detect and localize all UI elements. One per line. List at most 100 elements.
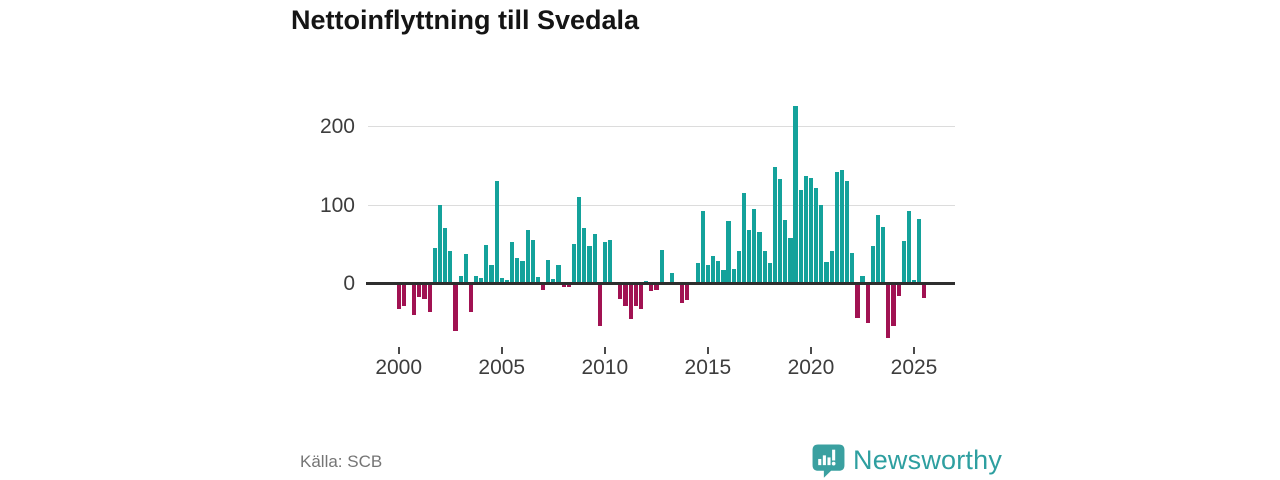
bar-2001Q4[interactable] <box>432 248 437 284</box>
bar-2016Q3[interactable] <box>736 251 741 284</box>
bar-2008Q3[interactable] <box>571 244 577 284</box>
bar-2007Q2[interactable] <box>546 259 551 284</box>
bar-2003Q1[interactable] <box>458 276 463 284</box>
bar-2008Q2[interactable] <box>566 285 571 287</box>
bar-2010Q4[interactable] <box>618 285 623 300</box>
bar-2017Q4[interactable] <box>762 251 767 284</box>
bar-2020Q2[interactable] <box>814 187 819 284</box>
bar-2003Q2[interactable] <box>463 253 468 284</box>
bar-2025Q2[interactable] <box>917 219 922 284</box>
bar-2006Q4[interactable] <box>535 277 541 284</box>
bar-2017Q3[interactable] <box>757 232 762 284</box>
bar-2009Q2[interactable] <box>587 245 592 284</box>
bar-2018Q2[interactable] <box>772 167 778 284</box>
bar-2024Q1[interactable] <box>891 285 896 326</box>
bar-2003Q4[interactable] <box>473 275 479 284</box>
bar-2004Q4[interactable] <box>494 181 499 284</box>
bar-2021Q4[interactable] <box>845 181 850 284</box>
bar-2019Q1[interactable] <box>788 237 793 284</box>
bar-2007Q1[interactable] <box>540 285 546 290</box>
bar-2012Q2[interactable] <box>649 285 654 292</box>
bar-2019Q3[interactable] <box>798 190 803 284</box>
bar-2010Q1[interactable] <box>602 241 607 284</box>
bar-2004Q3[interactable] <box>489 265 494 284</box>
bar-2002Q1[interactable] <box>437 205 443 284</box>
bar-2013Q2[interactable] <box>669 272 674 284</box>
bar-2020Q4[interactable] <box>824 261 829 284</box>
bar-2015Q3[interactable] <box>716 260 721 284</box>
bar-2021Q1[interactable] <box>829 251 834 284</box>
bar-2011Q4[interactable] <box>638 285 644 310</box>
bar-2016Q4[interactable] <box>741 193 747 284</box>
bar-2003Q3[interactable] <box>468 285 474 312</box>
bar-2025Q1[interactable] <box>912 279 917 284</box>
bar-2018Q1[interactable] <box>767 263 772 284</box>
bar-2018Q4[interactable] <box>783 219 788 284</box>
bar-2004Q1[interactable] <box>479 278 484 284</box>
bar-2022Q1[interactable] <box>850 252 855 284</box>
bar-2008Q1[interactable] <box>561 285 566 288</box>
bar-2012Q3[interactable] <box>654 285 659 290</box>
bar-2023Q1[interactable] <box>870 245 875 284</box>
bar-2015Q1[interactable] <box>705 264 711 284</box>
bar-2013Q4[interactable] <box>680 285 685 304</box>
bar-2002Q3[interactable] <box>448 250 453 284</box>
newsworthy-logo[interactable]: Newsworthy <box>811 443 1002 478</box>
bar-2017Q1[interactable] <box>747 230 752 284</box>
bar-2009Q4[interactable] <box>597 285 602 326</box>
bar-2006Q2[interactable] <box>525 230 530 284</box>
bar-2024Q2[interactable] <box>896 285 901 296</box>
bar-2004Q2[interactable] <box>484 245 489 284</box>
bar-2001Q3[interactable] <box>427 285 432 312</box>
bar-2021Q3[interactable] <box>839 169 845 284</box>
bar-2015Q2[interactable] <box>711 256 716 284</box>
bar-2007Q3[interactable] <box>551 278 556 284</box>
bar-2016Q2[interactable] <box>731 269 736 284</box>
bar-2005Q2[interactable] <box>504 280 510 284</box>
bar-2001Q1[interactable] <box>417 285 422 297</box>
bar-2025Q3[interactable] <box>922 285 927 298</box>
bar-2015Q4[interactable] <box>721 270 726 284</box>
bar-2006Q1[interactable] <box>520 260 525 284</box>
bar-2008Q4[interactable] <box>577 197 582 284</box>
bar-2005Q3[interactable] <box>510 241 515 284</box>
bar-2009Q1[interactable] <box>582 227 587 284</box>
bar-2014Q3[interactable] <box>695 263 700 284</box>
bar-2024Q3[interactable] <box>901 241 906 284</box>
bar-2023Q3[interactable] <box>881 226 886 284</box>
bar-2005Q4[interactable] <box>515 258 520 284</box>
bar-2024Q4[interactable] <box>906 211 912 284</box>
bar-2011Q3[interactable] <box>633 285 638 307</box>
bar-2018Q3[interactable] <box>778 179 783 284</box>
bar-2007Q4[interactable] <box>556 264 561 284</box>
bar-2023Q2[interactable] <box>875 215 881 284</box>
bar-2002Q2[interactable] <box>443 227 448 284</box>
bar-2014Q1[interactable] <box>685 285 690 300</box>
bar-2011Q2[interactable] <box>628 285 633 319</box>
bar-2019Q2[interactable] <box>793 106 798 284</box>
bar-2000Q1[interactable] <box>396 285 401 309</box>
source-credit: Källa: SCB <box>300 452 383 471</box>
bar-2011Q1[interactable] <box>623 285 628 307</box>
bar-2017Q2[interactable] <box>752 208 757 284</box>
bar-2009Q3[interactable] <box>592 234 597 284</box>
bar-2001Q2[interactable] <box>422 285 427 300</box>
bar-2020Q3[interactable] <box>819 205 824 284</box>
bar-2000Q2[interactable] <box>401 285 407 307</box>
bar-2021Q2[interactable] <box>834 172 839 284</box>
bar-2022Q2[interactable] <box>855 285 860 318</box>
bar-2000Q4[interactable] <box>412 285 417 315</box>
bar-2023Q4[interactable] <box>886 285 891 338</box>
bar-2020Q1[interactable] <box>808 177 814 284</box>
bar-2005Q1[interactable] <box>499 278 504 284</box>
bar-2019Q4[interactable] <box>803 175 808 284</box>
bar-2002Q4[interactable] <box>453 285 458 331</box>
bar-2016Q1[interactable] <box>726 221 731 284</box>
bar-2022Q4[interactable] <box>865 285 870 323</box>
bar-2010Q2[interactable] <box>607 240 613 284</box>
bar-2022Q3[interactable] <box>860 275 865 284</box>
bar-2014Q4[interactable] <box>700 211 705 284</box>
bar-2006Q3[interactable] <box>530 239 535 284</box>
bar-2012Q4[interactable] <box>659 249 664 284</box>
